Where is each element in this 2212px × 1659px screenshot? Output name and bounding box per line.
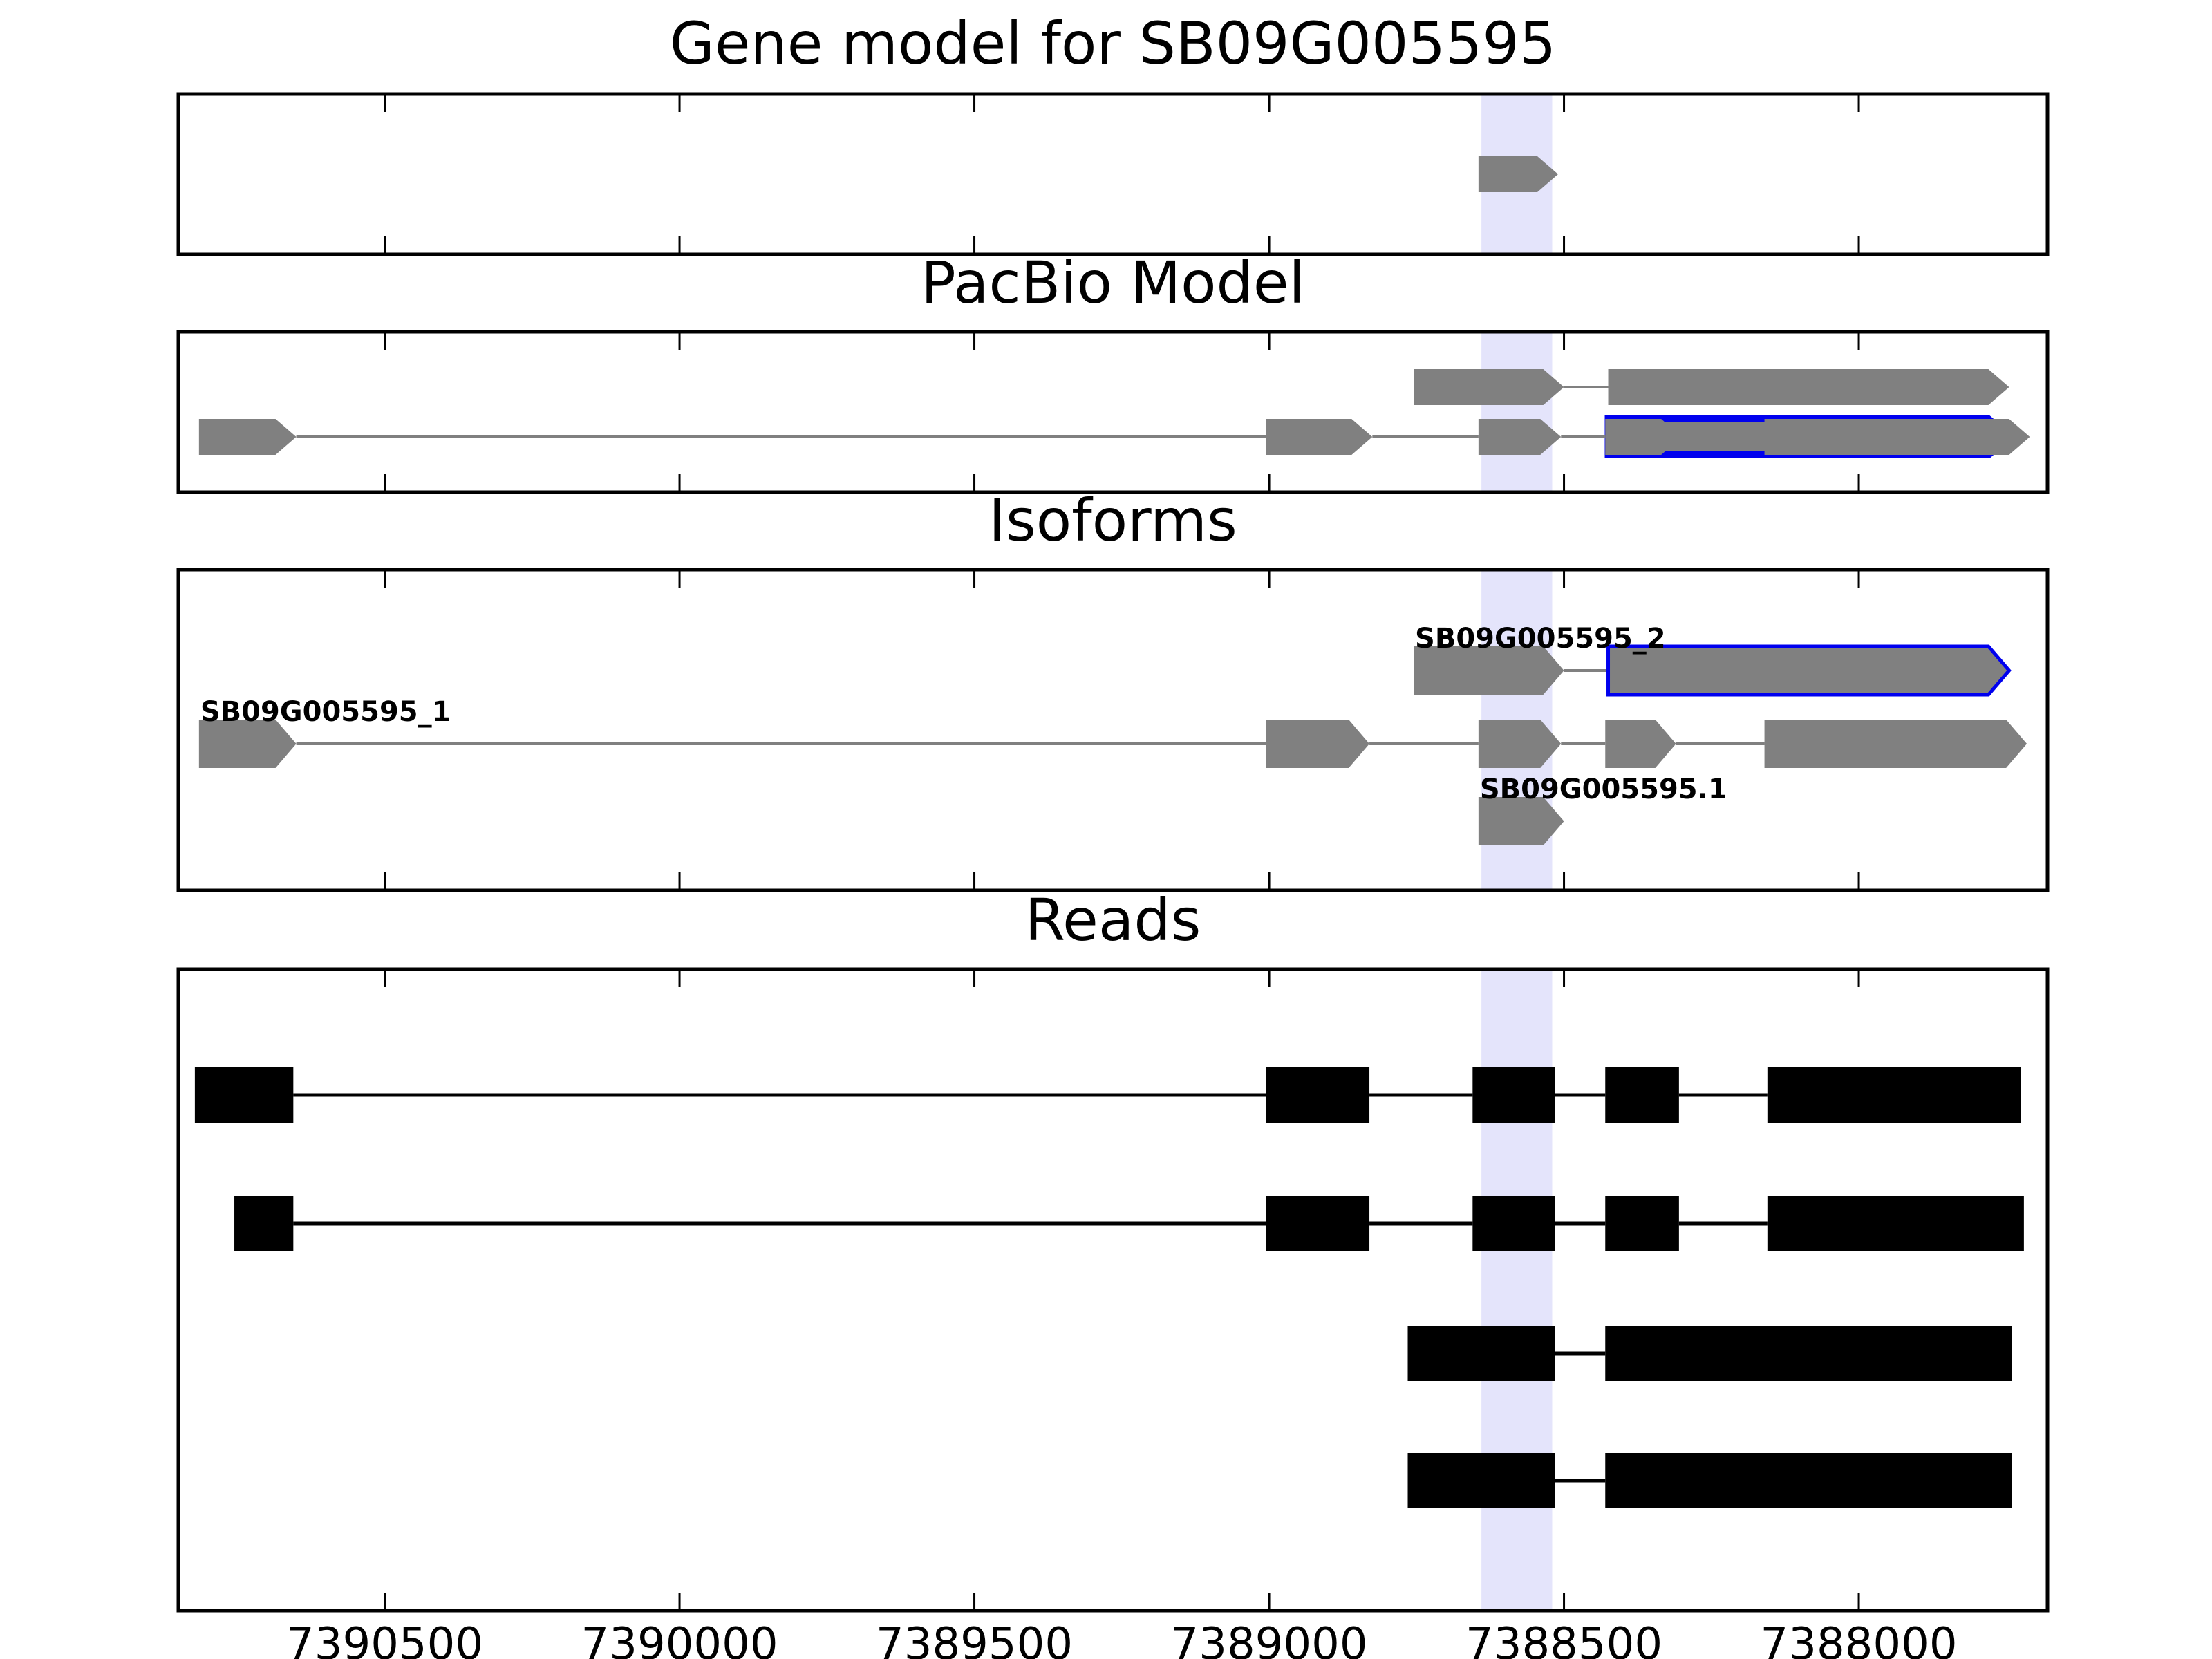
isoform-label: SB09G005595_2 [1415, 623, 1666, 655]
exon [1478, 797, 1564, 845]
exon [1266, 720, 1370, 768]
exon [1764, 419, 2030, 455]
panel-title-isoforms: Isoforms [988, 487, 1237, 554]
x-tick-label: 7390500 [286, 1619, 483, 1659]
read-exon [1407, 1326, 1555, 1381]
exon [1608, 369, 2009, 405]
read-exon [1472, 1196, 1555, 1251]
panel-gene-model: Gene model for SB09G005595 [176, 10, 2050, 256]
exon [1414, 369, 1564, 405]
read-exon [1605, 1196, 1679, 1251]
panel-title-pacbio-model: PacBio Model [921, 249, 1305, 317]
x-tick-label: 7390000 [581, 1619, 778, 1659]
read-exon [1407, 1453, 1555, 1508]
read-exon [1767, 1067, 2021, 1123]
exon [198, 720, 297, 768]
axes-frame [176, 967, 2050, 1613]
x-tick-label: 7388500 [1465, 1619, 1662, 1659]
read-exon [1472, 1067, 1555, 1123]
panel-title-reads: Reads [1025, 886, 1201, 954]
highlight-region [1481, 969, 1553, 1611]
exon [1605, 720, 1676, 768]
axes-frame [176, 92, 2050, 256]
read-exon [194, 1067, 294, 1123]
highlight-region [1481, 332, 1553, 492]
exon [1478, 419, 1562, 455]
isoform-label: SB09G005595_1 [200, 696, 451, 728]
axes-frame [176, 330, 2050, 494]
exon [1605, 419, 1683, 455]
selected-exon [1606, 644, 2012, 697]
exon [1478, 156, 1559, 192]
read-exon [1605, 1326, 2012, 1381]
read-exon [1605, 1453, 2012, 1508]
x-tick-label: 7389000 [1171, 1619, 1368, 1659]
panel-pacbio-model: PacBio Model [176, 249, 2050, 494]
read-exon [1767, 1196, 2024, 1251]
x-tick-label: 7389500 [876, 1619, 1073, 1659]
read-exon [1266, 1067, 1370, 1123]
x-tick-label: 7388000 [1761, 1619, 1958, 1659]
isoform-label: SB09G005595.1 [1480, 774, 1727, 805]
panel-title-gene-model: Gene model for SB09G005595 [670, 10, 1556, 77]
exon [1266, 419, 1373, 455]
axes-frame [176, 568, 2050, 892]
exon [1478, 720, 1562, 768]
read-exon [1605, 1067, 1679, 1123]
exon [1764, 720, 2027, 768]
exon [198, 419, 297, 455]
panel-isoforms: Isoforms SB09G005595_2 SB09G005595_1 SB09G… [176, 487, 2050, 892]
exon [1414, 646, 1564, 695]
read-exon [234, 1196, 294, 1251]
panel-reads: Reads 7390500 7390000 7389500 7389000 738850… [176, 886, 2050, 1659]
read-exon [1266, 1196, 1370, 1251]
